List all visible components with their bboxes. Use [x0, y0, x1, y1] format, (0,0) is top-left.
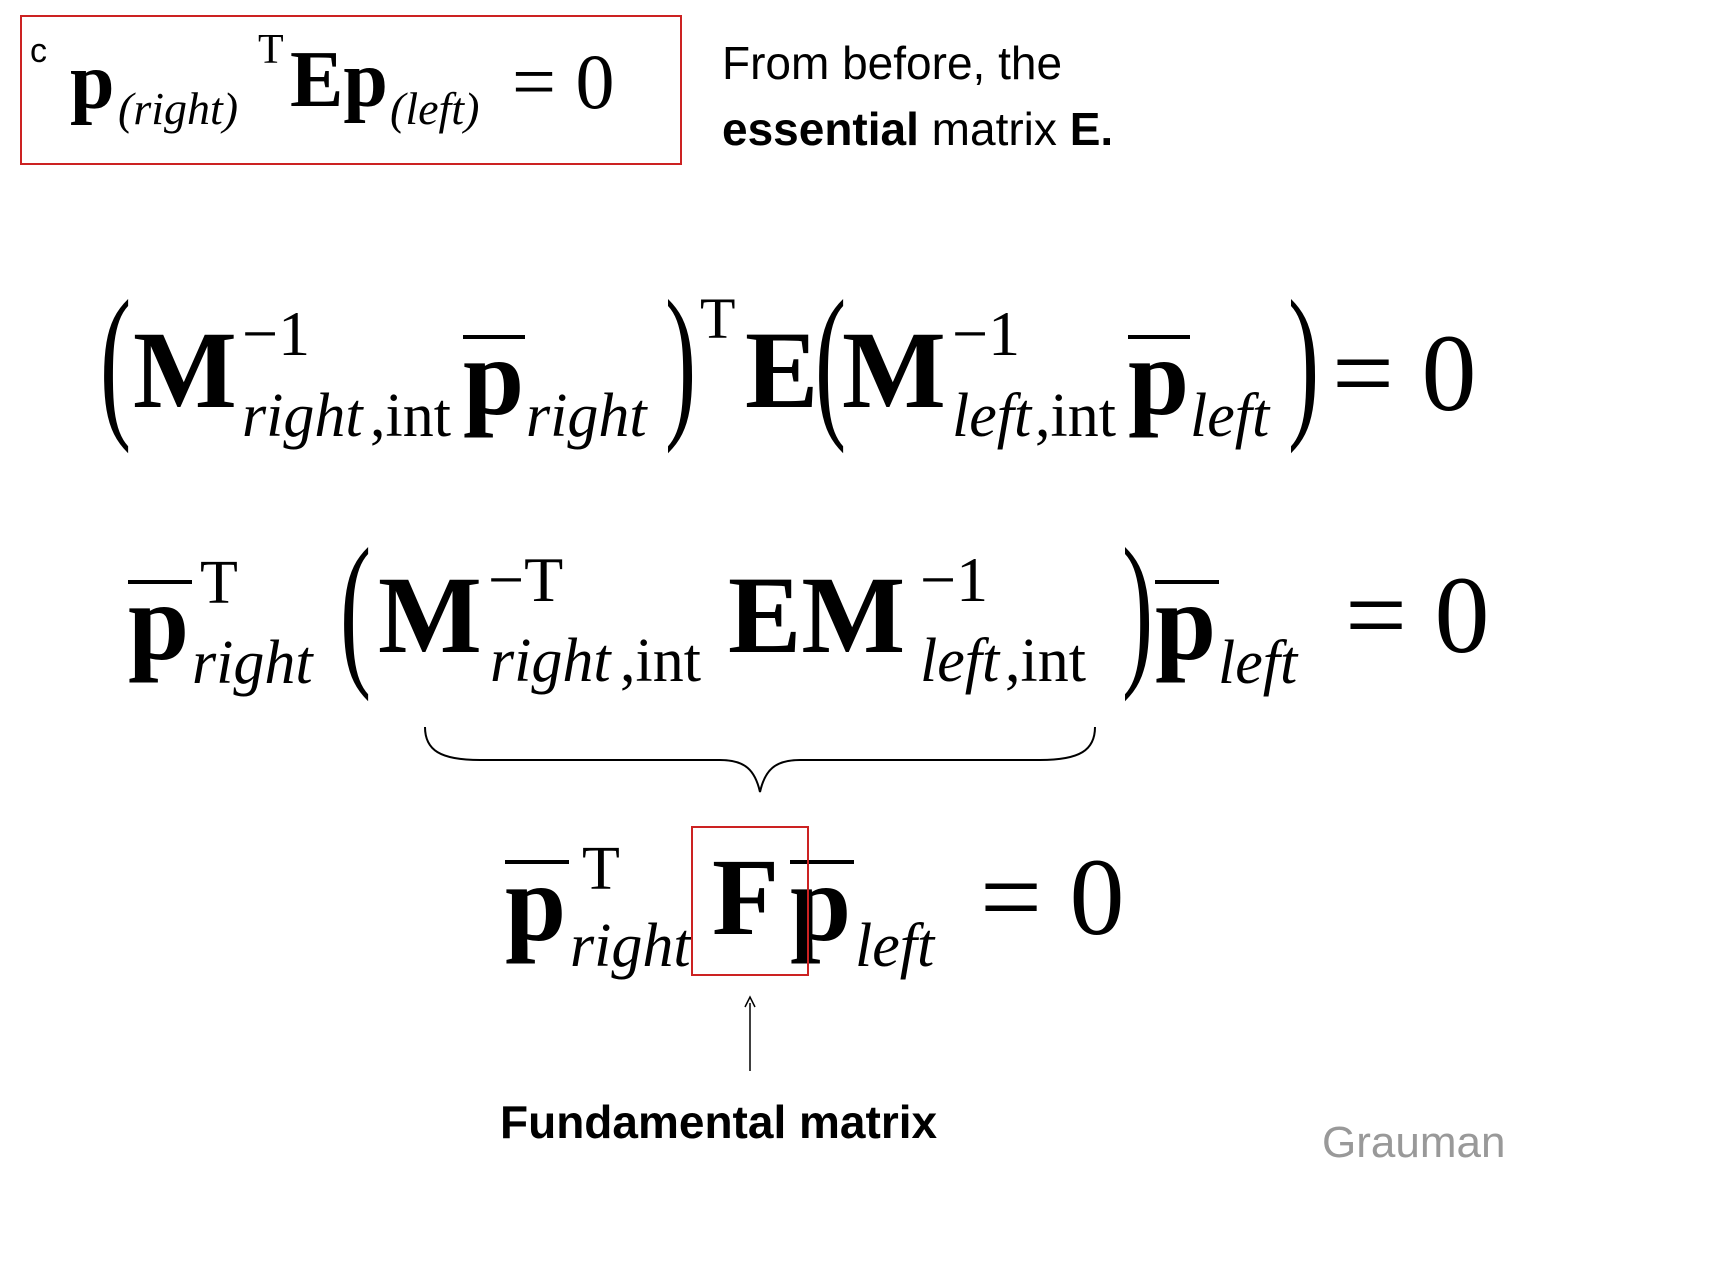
eq1-sub-int-2: ,int: [1035, 382, 1116, 450]
ep-symbol: Ep: [290, 36, 388, 124]
credit-text: Grauman: [1322, 1118, 1506, 1167]
eq1-sub-right-int: right: [242, 382, 363, 450]
eq3-equals-zero: = 0: [980, 836, 1125, 958]
eq2-sub-left: left: [1218, 629, 1298, 697]
eq1-left-paren: (: [100, 266, 132, 454]
eq3-p2: p: [790, 842, 852, 964]
eq3-sub-right: right: [570, 912, 691, 980]
eq2-equals-zero: = 0: [1345, 554, 1490, 676]
eq1-M: M: [133, 309, 237, 431]
eq2-sub-int-2: ,int: [1005, 627, 1086, 695]
note-bold-e: E.: [1069, 103, 1114, 155]
note-bold-essential: essential: [722, 103, 919, 155]
fundamental-matrix-label: Fundamental matrix: [500, 1096, 938, 1148]
eq1-sub-left-int: left: [952, 382, 1032, 450]
eq1-sup-inv-2: −1: [952, 298, 1021, 369]
eq2-p: p: [128, 561, 190, 683]
eq1-p: p: [463, 316, 525, 438]
eq2-sub-int: ,int: [620, 627, 701, 695]
eq1-p2: p: [1128, 316, 1190, 438]
eq3-p: p: [505, 842, 567, 964]
note-line-2: essential matrix E.: [722, 102, 1113, 156]
eq1-sub-int: ,int: [370, 382, 451, 450]
p-symbol: p: [70, 38, 115, 126]
eq2-EM: EM: [728, 554, 906, 676]
eq1-M2: M: [842, 309, 946, 431]
c-prefix: c: [30, 32, 47, 70]
eq2-sub-right: right: [192, 629, 313, 697]
sub-left: (left): [390, 83, 480, 134]
eq2-sup-inv: −1: [920, 544, 989, 615]
eq1-p2-bar: [1128, 335, 1190, 339]
sup-t: T: [258, 27, 284, 73]
note-middle: matrix: [918, 103, 1070, 155]
eq1-right-paren: ): [665, 266, 697, 454]
eq1-E: E: [745, 309, 819, 431]
sub-right: (right): [118, 83, 239, 134]
eq2-sup-neg-t: −T: [488, 544, 564, 615]
eq1-right-paren-2: ): [1288, 266, 1320, 454]
eq2-p2-bar: [1155, 580, 1219, 584]
eq2-sub-left-int: left: [920, 627, 1000, 695]
eq3-F: F: [712, 836, 780, 958]
fundamental-matrix-highlight-box: [691, 826, 809, 976]
eq2-p2: p: [1155, 561, 1217, 683]
eq3-sup-t: T: [582, 835, 620, 903]
underbrace: [424, 726, 1096, 793]
equals-zero: = 0: [512, 38, 615, 125]
note-line-1: From before, the: [722, 37, 1063, 89]
eq1-sup-inv: −1: [242, 298, 311, 369]
eq2-sub-right-int: right: [490, 627, 611, 695]
eq2-sup-t: T: [200, 549, 238, 617]
essential-equation-box: [20, 15, 682, 165]
eq2-M: M: [378, 554, 482, 676]
eq1-sub-right: right: [526, 382, 647, 450]
eq1-p-bar: [463, 335, 525, 339]
arrow-up-icon: [744, 995, 756, 1071]
eq3-p2-bar: [790, 860, 854, 864]
eq2-right-paren: ): [1122, 514, 1154, 702]
eq1-sup-t: T: [700, 286, 736, 351]
eq3-p-bar: [505, 860, 569, 864]
eq1-sub-left: left: [1190, 382, 1270, 450]
eq2-p-bar: [128, 580, 192, 584]
eq3-sub-left: left: [855, 912, 935, 980]
eq2-left-paren: (: [340, 514, 372, 702]
eq1-equals-zero: = 0: [1332, 312, 1477, 434]
eq1-left-paren-2: (: [815, 266, 847, 454]
